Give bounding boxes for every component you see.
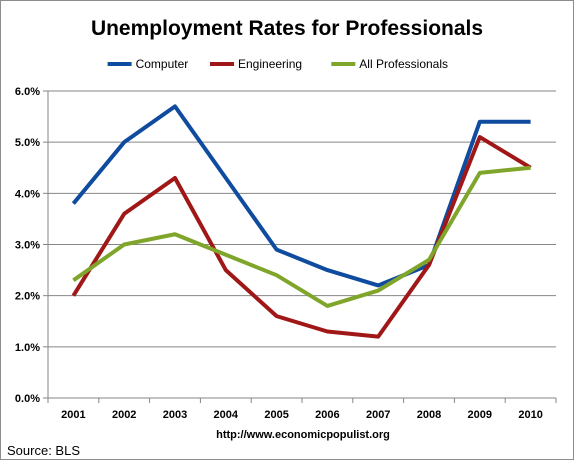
footer-url: http://www.economicpopulist.org: [216, 429, 390, 441]
source-note: Source: BLS: [7, 443, 80, 458]
x-tick-label: 2003: [163, 409, 187, 421]
y-tick-label: 0.0%: [15, 393, 40, 405]
series-line-engineering: [71, 135, 532, 339]
x-tick-label: 2002: [112, 409, 136, 421]
y-tick-label: 3.0%: [15, 240, 40, 252]
y-tick-label: 6.0%: [15, 86, 40, 98]
series-line-all-professionals: [72, 165, 531, 308]
y-tick-label: 1.0%: [15, 342, 40, 354]
x-tick-label: 2008: [417, 409, 441, 421]
legend-label-computer: Computer: [136, 57, 189, 71]
y-tick-label: 5.0%: [15, 137, 40, 149]
y-tick-label: 2.0%: [15, 291, 40, 303]
legend-label-all-professionals: All Professionals: [359, 57, 448, 71]
chart-title: Unemployment Rates for Professionals: [91, 17, 483, 40]
x-tick-label: 2005: [264, 409, 288, 421]
x-tick-label: 2004: [214, 409, 239, 421]
series-line-computer: [71, 104, 531, 288]
x-tick-label: 2001: [61, 409, 85, 421]
x-tick-label: 2006: [315, 409, 339, 421]
x-tick-label: 2007: [366, 409, 390, 421]
legend-label-engineering: Engineering: [238, 57, 302, 71]
chart-legend: Computer Engineering All Professionals: [107, 57, 448, 71]
plot-area: 0.0% 1.0% 2.0% 3.0% 4.0% 5.0% 6.0% 2001 2002 2003…: [15, 86, 557, 421]
x-tick-label: 2009: [468, 409, 492, 421]
x-tick-label: 2010: [518, 409, 542, 421]
y-tick-label: 4.0%: [15, 188, 40, 200]
